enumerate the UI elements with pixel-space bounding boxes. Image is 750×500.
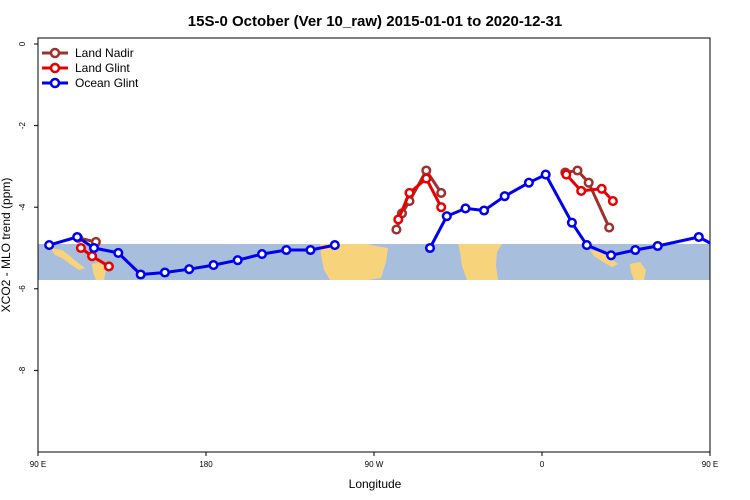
data-point <box>499 191 510 202</box>
data-point <box>652 240 663 252</box>
data-point <box>561 169 572 180</box>
y-tick-label: -6 <box>18 285 27 293</box>
series-line <box>565 169 611 229</box>
legend-swatch-marker <box>49 62 61 74</box>
data-point <box>184 264 195 275</box>
data-point <box>630 244 641 256</box>
data-point <box>436 202 447 213</box>
x-tick-label: 180 <box>199 460 213 469</box>
data-point <box>460 203 471 214</box>
series-line <box>565 173 615 203</box>
series-land-nadir <box>73 165 750 247</box>
data-point <box>404 187 415 198</box>
data-point <box>572 165 583 176</box>
data-point <box>607 196 618 207</box>
land-indonesia <box>50 248 85 270</box>
y-tick-label: -2 <box>18 121 27 129</box>
data-point <box>391 224 402 235</box>
series-ocean-glint <box>44 169 748 280</box>
data-point <box>305 244 316 256</box>
data-point <box>441 211 452 222</box>
data-point <box>72 231 83 243</box>
data-point <box>746 234 750 242</box>
legend-swatch-marker <box>49 47 61 59</box>
legend-item: Land Glint <box>42 61 130 75</box>
land-africa <box>458 244 502 280</box>
land-australia <box>92 262 106 280</box>
data-point <box>256 249 268 260</box>
y-tick-label: 0 <box>18 41 27 46</box>
axes: 90 E 180 90 W 0 90 E 0 -2 -4 -6 -8 <box>18 41 718 469</box>
data-point <box>596 183 607 194</box>
data-point <box>479 205 490 216</box>
series-land-glint <box>75 169 618 272</box>
data-point <box>693 231 704 243</box>
data-point <box>540 169 551 180</box>
legend-item: Land Nadir <box>42 46 134 60</box>
data-point <box>583 177 594 188</box>
y-tick-label: -4 <box>18 203 27 211</box>
data-point <box>88 242 100 254</box>
data-point <box>606 250 617 261</box>
data-point <box>424 242 436 254</box>
data-point <box>329 240 340 251</box>
series-layer <box>44 165 750 280</box>
x-tick-label: 90 E <box>30 460 46 469</box>
x-tick-label: 0 <box>540 460 545 469</box>
data-point <box>232 255 243 266</box>
data-point <box>103 261 114 272</box>
legend-label: Land Glint <box>75 61 130 75</box>
data-point <box>576 185 587 196</box>
data-point <box>716 244 724 252</box>
legend-swatch-marker <box>49 77 61 89</box>
data-point <box>113 247 124 258</box>
data-point <box>421 173 432 184</box>
series-line <box>396 177 443 220</box>
data-point <box>566 217 577 228</box>
data-point <box>281 244 292 256</box>
x-axis-label: Longitude <box>349 477 402 491</box>
legend-item: Ocean Glint <box>42 76 139 90</box>
legend-label: Ocean Glint <box>75 76 139 90</box>
data-point <box>393 214 404 225</box>
x-tick-label: 90 E <box>702 460 718 469</box>
data-point <box>421 165 432 176</box>
data-point <box>436 187 447 198</box>
y-tick-label: -8 <box>18 366 27 374</box>
data-point <box>87 251 98 262</box>
y-axis-label: XCO2 - MLO trend (ppm) <box>0 178 13 313</box>
data-point <box>135 269 146 280</box>
land-indonesia-repeat <box>590 250 618 267</box>
data-point <box>604 222 615 233</box>
land-australia-repeat <box>630 262 646 280</box>
land-americas <box>320 244 388 280</box>
data-point <box>740 249 748 257</box>
data-point <box>208 260 219 271</box>
data-point <box>581 240 592 251</box>
data-point <box>523 177 534 188</box>
data-point <box>44 240 55 251</box>
data-point <box>75 242 86 254</box>
x-tick-label: 90 W <box>365 460 384 469</box>
chart-title: 15S-0 October (Ver 10_raw) 2015-01-01 to… <box>188 13 562 30</box>
data-point <box>159 267 170 278</box>
legend-label: Land Nadir <box>75 46 134 60</box>
